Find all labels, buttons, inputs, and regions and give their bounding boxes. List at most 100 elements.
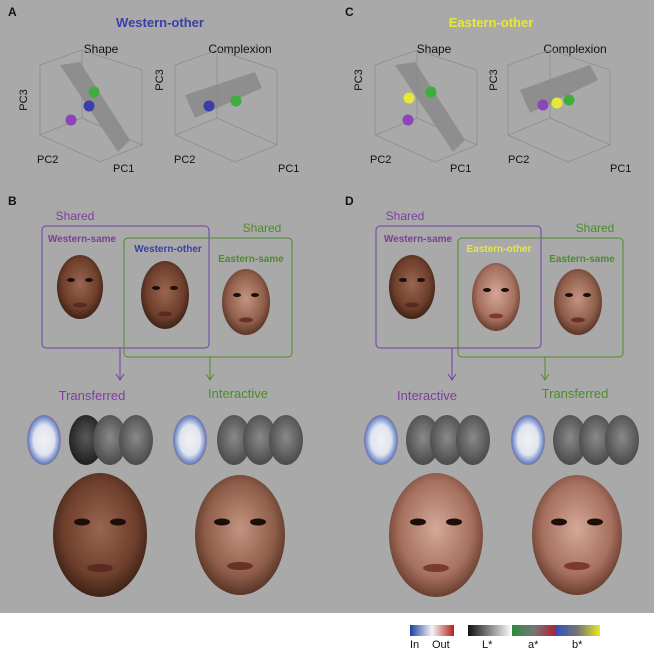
axis-pc1: PC1 bbox=[450, 163, 471, 175]
figure-panel: A Western-other Shape Complexion PC3 PC2… bbox=[0, 0, 654, 613]
face-label-western-same: Western-same bbox=[48, 234, 117, 245]
axis-pc3: PC3 bbox=[488, 69, 500, 90]
luminance-mask bbox=[553, 415, 587, 465]
legend-l: L* bbox=[482, 639, 493, 651]
arrow-transferred bbox=[115, 348, 125, 381]
point-blue bbox=[83, 100, 95, 112]
axis-pc3: PC3 bbox=[154, 69, 166, 90]
result-label-left: Interactive bbox=[397, 388, 457, 403]
point-yellow bbox=[403, 92, 415, 104]
color-legend: In Out L* a* b* bbox=[0, 613, 654, 653]
shared-right-label: Shared bbox=[576, 221, 615, 235]
face-eastern-same bbox=[554, 269, 602, 335]
separating-plane bbox=[60, 62, 130, 152]
point-green bbox=[88, 86, 100, 98]
point-yellow bbox=[551, 97, 563, 109]
heatmap-mask bbox=[511, 415, 545, 465]
a-mask bbox=[93, 415, 127, 465]
a-colorbar bbox=[512, 625, 556, 636]
panel-a-title: Western-other bbox=[116, 15, 204, 30]
face-result-transferred bbox=[53, 473, 147, 597]
face-result-interactive bbox=[389, 473, 483, 597]
legend-a: a* bbox=[528, 639, 539, 651]
face-eastern-same bbox=[222, 269, 270, 335]
point-purple bbox=[402, 114, 414, 126]
scatter3d-a-complexion bbox=[174, 49, 278, 163]
point-green bbox=[230, 95, 242, 107]
separating-plane bbox=[395, 62, 465, 152]
mask-group-right bbox=[173, 415, 303, 465]
axis-pc2: PC2 bbox=[508, 154, 529, 166]
shared-right-label: Shared bbox=[243, 221, 282, 235]
panel-letter-a: A bbox=[8, 5, 17, 19]
face-label-western-same: Western-same bbox=[384, 234, 453, 245]
arrow-interactive bbox=[447, 348, 457, 381]
figure-svg: A Western-other Shape Complexion PC3 PC2… bbox=[8, 5, 639, 597]
face-eastern-other bbox=[472, 263, 520, 331]
shared-left-label: Shared bbox=[56, 209, 95, 223]
a-mask bbox=[430, 415, 464, 465]
result-label-left: Transferred bbox=[59, 388, 126, 403]
point-green bbox=[425, 86, 437, 98]
legend-b: b* bbox=[572, 639, 583, 651]
face-western-same bbox=[57, 255, 103, 319]
mask-group-left bbox=[364, 415, 490, 465]
panel-a-complexion-label: Complexion bbox=[208, 42, 271, 56]
face-label-eastern-same: Eastern-same bbox=[549, 254, 615, 265]
result-label-right: Transferred bbox=[542, 386, 609, 401]
axis-pc3: PC3 bbox=[353, 69, 365, 90]
point-purple bbox=[65, 114, 77, 126]
shared-box-green bbox=[123, 237, 293, 358]
axis-pc2: PC2 bbox=[37, 154, 58, 166]
point-purple bbox=[537, 99, 549, 111]
face-label-western-other: Western-other bbox=[134, 244, 202, 255]
legend-svg: In Out L* a* b* bbox=[410, 625, 600, 651]
face-western-same bbox=[389, 255, 435, 319]
arrow-interactive bbox=[205, 357, 215, 381]
shared-left-label: Shared bbox=[386, 209, 425, 223]
axis-pc1: PC1 bbox=[113, 163, 134, 175]
face-label-eastern-same: Eastern-same bbox=[218, 254, 284, 265]
result-label-right: Interactive bbox=[208, 386, 268, 401]
axis-pc3: PC3 bbox=[18, 89, 30, 110]
panel-a-shape-label: Shape bbox=[84, 42, 119, 56]
a-mask bbox=[243, 415, 277, 465]
legend-in: In bbox=[410, 639, 419, 651]
heatmap-mask bbox=[27, 415, 61, 465]
b-mask bbox=[605, 415, 639, 465]
face-result-transferred bbox=[532, 475, 622, 595]
face-western-other bbox=[141, 261, 189, 329]
mask-group-right bbox=[511, 415, 639, 465]
luminance-mask bbox=[406, 415, 440, 465]
axis-pc2: PC2 bbox=[174, 154, 195, 166]
b-mask bbox=[456, 415, 490, 465]
mask-group-left bbox=[27, 415, 153, 465]
panel-c-shape-label: Shape bbox=[417, 42, 452, 56]
luminance-colorbar bbox=[468, 625, 512, 636]
panel-letter-b: B bbox=[8, 194, 17, 208]
panel-letter-c: C bbox=[345, 5, 354, 19]
face-label-eastern-other: Eastern-other bbox=[466, 244, 531, 255]
heatmap-mask bbox=[173, 415, 207, 465]
in-out-colorbar bbox=[410, 625, 454, 636]
panel-c-title: Eastern-other bbox=[449, 15, 534, 30]
shared-box-purple bbox=[41, 225, 210, 349]
axis-pc2: PC2 bbox=[370, 154, 391, 166]
point-blue bbox=[203, 100, 215, 112]
arrow-transferred bbox=[540, 357, 550, 381]
shared-box-green bbox=[457, 237, 624, 358]
b-colorbar bbox=[556, 625, 600, 636]
legend-out: Out bbox=[432, 639, 450, 651]
luminance-mask bbox=[217, 415, 251, 465]
b-mask bbox=[269, 415, 303, 465]
face-result-interactive bbox=[195, 475, 285, 595]
axis-pc1: PC1 bbox=[278, 163, 299, 175]
panel-c-complexion-label: Complexion bbox=[543, 42, 606, 56]
luminance-mask bbox=[69, 415, 103, 465]
separating-plane bbox=[185, 72, 262, 118]
panel-letter-d: D bbox=[345, 194, 354, 208]
a-mask bbox=[579, 415, 613, 465]
axis-pc1: PC1 bbox=[610, 163, 631, 175]
heatmap-mask bbox=[364, 415, 398, 465]
